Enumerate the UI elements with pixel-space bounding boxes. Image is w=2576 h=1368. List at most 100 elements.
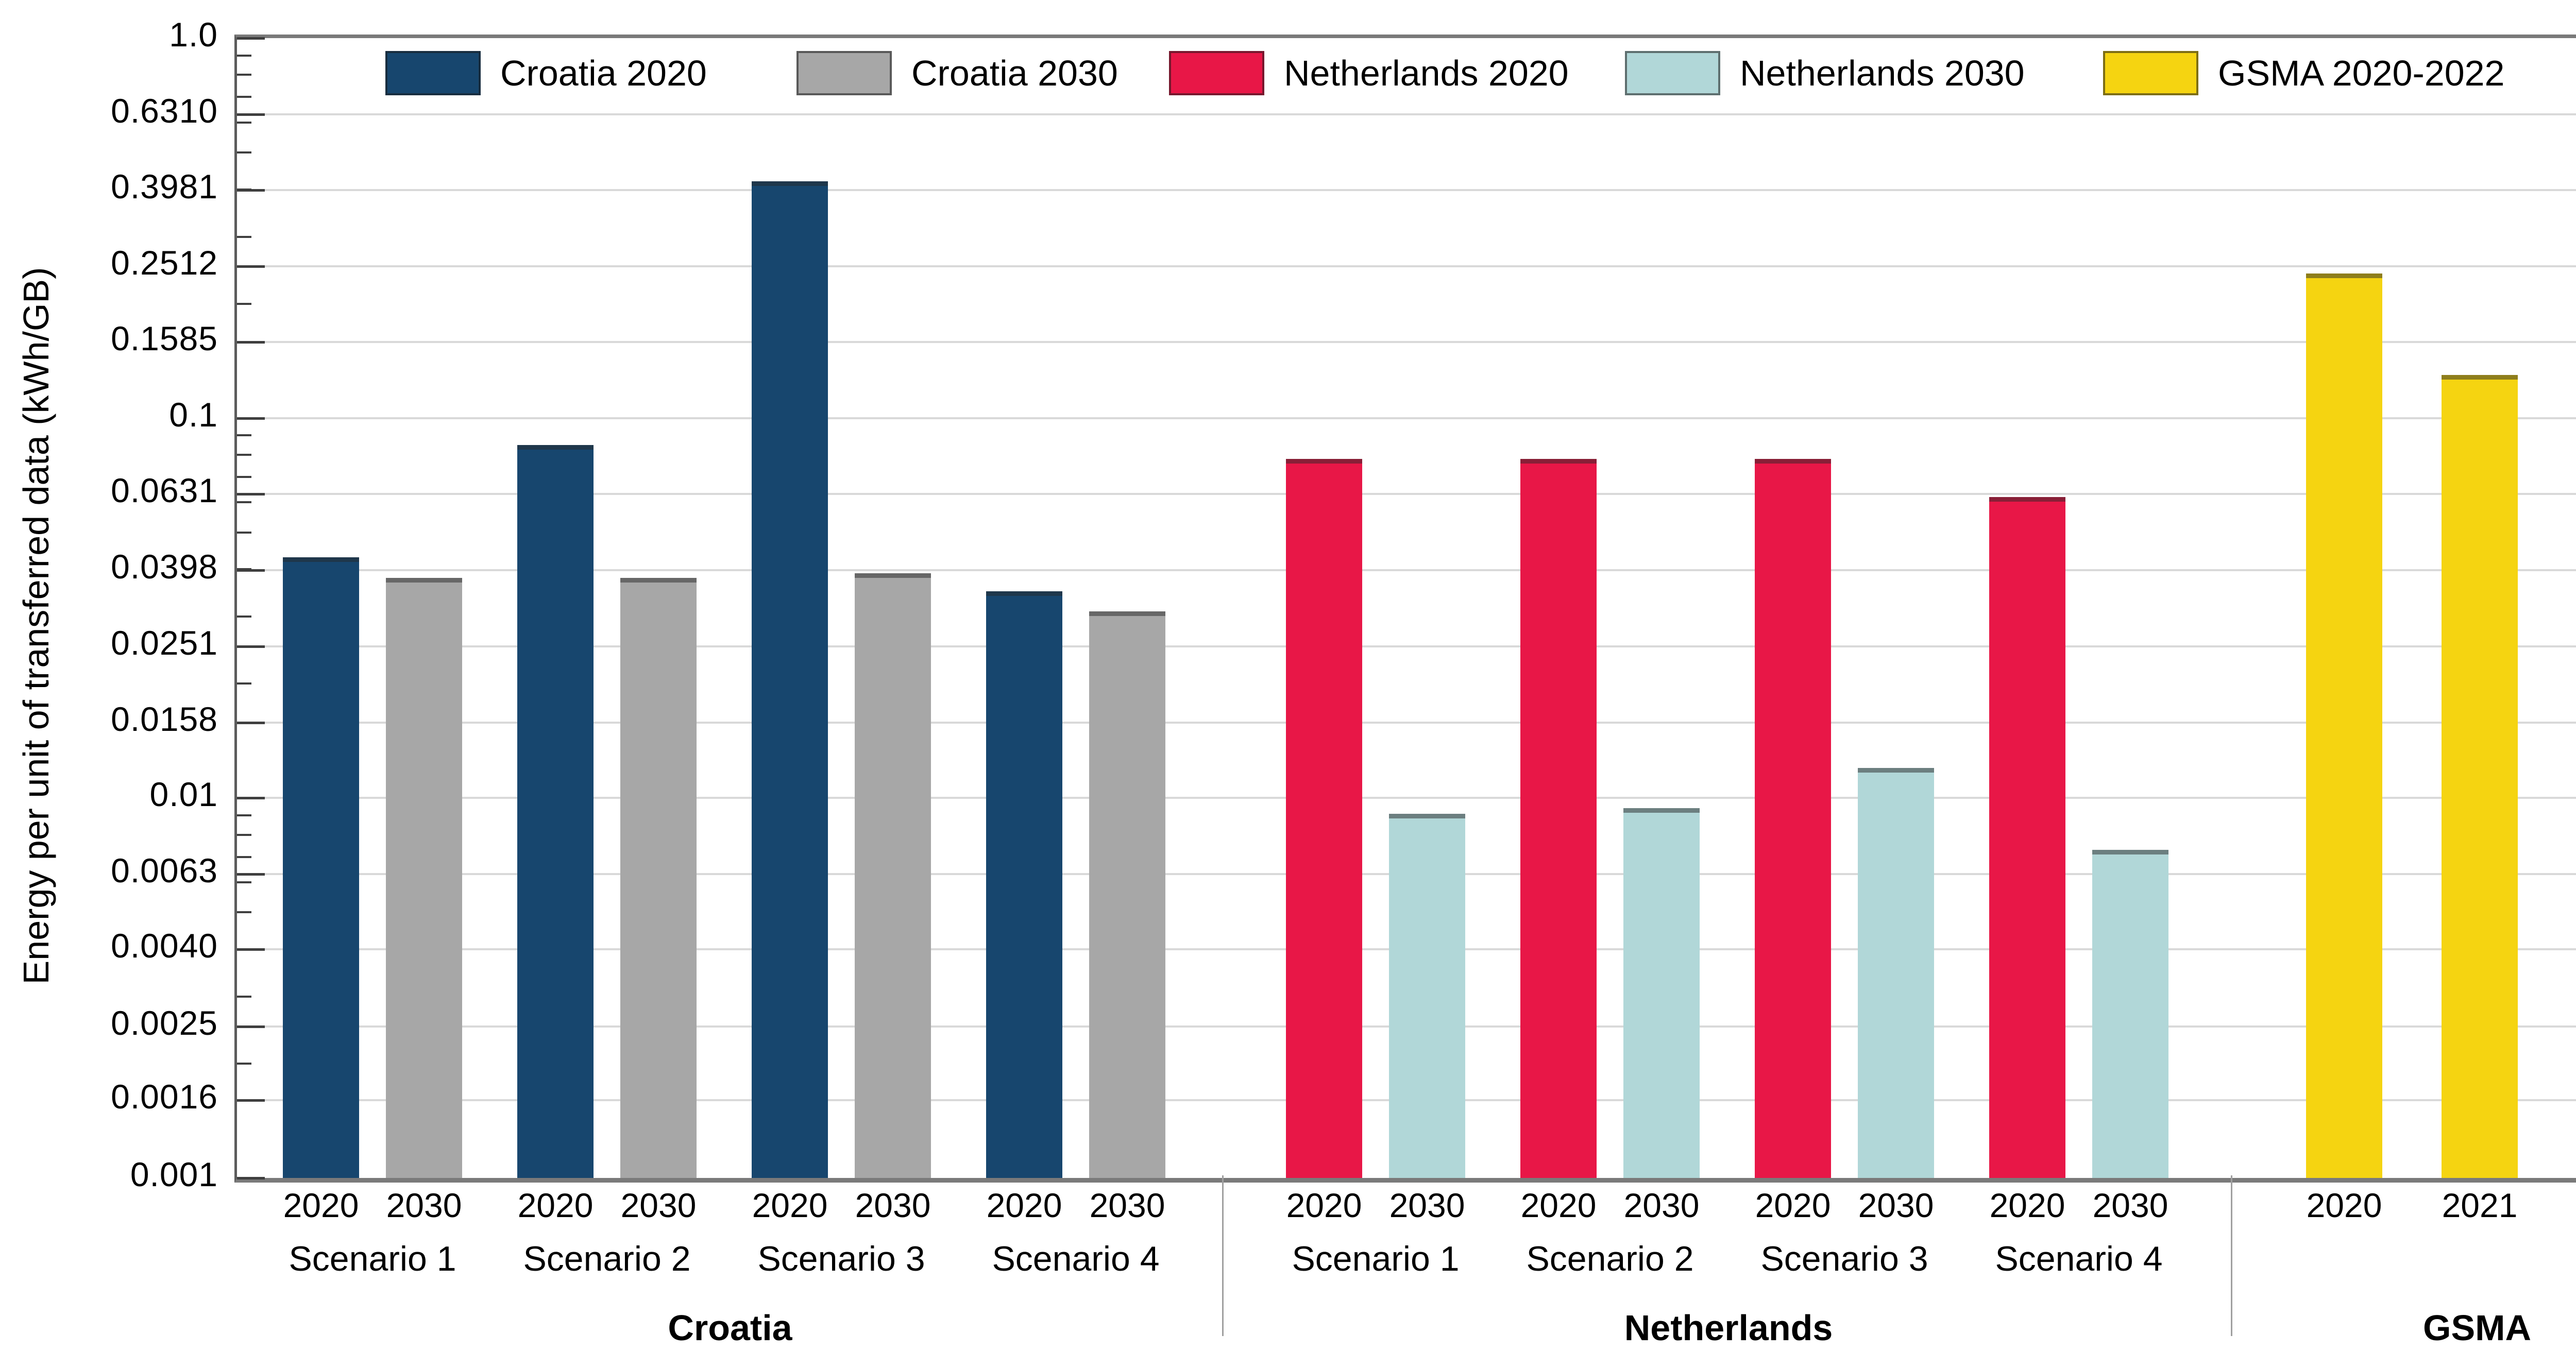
scenario-label: Scenario 4 — [1995, 1239, 2163, 1278]
bar-croatia-2020-scenario-3 — [752, 181, 828, 1178]
bar-croatia-2030-scenario-4 — [1089, 611, 1165, 1178]
y-axis-minor-tick — [237, 996, 251, 998]
bar-netherlands-2020-scenario-4 — [1989, 497, 2065, 1178]
y-axis-minor-tick — [237, 568, 251, 571]
gridline — [237, 493, 2576, 495]
y-axis-minor-tick — [237, 434, 251, 437]
x-tick-year-label: 2020 — [517, 1186, 594, 1224]
group-label-croatia: Croatia — [668, 1308, 792, 1348]
y-axis-major-tick — [237, 417, 265, 420]
y-tick-label: 0.3981 — [111, 167, 218, 206]
bar-croatia-2030-scenario-1 — [386, 577, 462, 1178]
scenario-label: Scenario 2 — [523, 1239, 691, 1278]
group-label-gsma: GSMA — [2423, 1308, 2531, 1348]
legend-swatch — [1169, 51, 1264, 95]
y-tick-label: 0.001 — [130, 1155, 218, 1193]
y-axis-major-tick — [237, 341, 265, 344]
y-tick-label: 0.0158 — [111, 699, 218, 738]
x-tick-year-label: 2030 — [1389, 1186, 1465, 1224]
y-axis-minor-tick — [237, 615, 251, 618]
y-axis-minor-tick — [237, 188, 251, 191]
bar-croatia-2020-scenario-4 — [986, 591, 1062, 1178]
scenario-label: Scenario 1 — [289, 1239, 456, 1278]
y-axis-minor-tick — [237, 454, 251, 456]
y-axis-major-tick — [237, 113, 265, 116]
x-tick-year-label: 2030 — [1089, 1186, 1165, 1224]
y-axis-major-tick — [237, 645, 265, 648]
x-tick-year-label: 2020 — [1755, 1186, 1831, 1224]
y-tick-label: 0.0251 — [111, 623, 218, 662]
scenario-label: Scenario 3 — [757, 1239, 925, 1278]
legend-item-croatia-2030: Croatia 2030 — [796, 50, 1118, 96]
legend-swatch — [385, 51, 481, 95]
gridline — [237, 797, 2576, 799]
y-axis-minor-tick — [237, 1062, 251, 1065]
legend-label: Netherlands 2020 — [1284, 53, 1569, 93]
scenario-label: Scenario 2 — [1526, 1239, 1694, 1278]
y-tick-label: 0.0025 — [111, 1004, 218, 1042]
y-axis-minor-tick — [237, 501, 251, 504]
legend-swatch — [796, 51, 892, 95]
x-tick-year-label: 2020 — [283, 1186, 359, 1224]
y-axis-minor-tick — [237, 814, 251, 817]
y-tick-label: 0.1 — [169, 395, 218, 434]
gridline — [237, 721, 2576, 724]
scenario-label: Scenario 3 — [1760, 1239, 1928, 1278]
y-axis-major-tick — [237, 189, 265, 192]
y-tick-label: 0.6310 — [111, 91, 218, 130]
bar-croatia-2020-scenario-1 — [283, 557, 359, 1178]
y-tick-label: 0.0631 — [111, 471, 218, 510]
bar-croatia-2020-scenario-2 — [517, 444, 594, 1178]
y-axis-major-tick — [237, 721, 265, 724]
gridline — [237, 113, 2576, 115]
gridline — [237, 189, 2576, 192]
legend-label: GSMA 2020-2022 — [2218, 53, 2505, 93]
legend-swatch — [1625, 51, 1720, 95]
gridline — [237, 569, 2576, 571]
y-axis-minor-tick — [237, 911, 251, 914]
y-tick-label: 0.1585 — [111, 319, 218, 358]
bar-netherlands-2020-scenario-2 — [1520, 459, 1597, 1178]
y-axis-major-tick — [237, 873, 265, 876]
bar-croatia-2030-scenario-2 — [620, 577, 697, 1178]
x-tick-year-label: 2020 — [1989, 1186, 2065, 1224]
bar-netherlands-2020-scenario-3 — [1755, 459, 1831, 1178]
x-tick-year-label: 2020 — [1286, 1186, 1362, 1224]
y-axis-major-tick — [237, 1099, 265, 1102]
legend-item-croatia-2020: Croatia 2020 — [385, 50, 707, 96]
x-tick-year-label: 2030 — [855, 1186, 931, 1224]
y-tick-label: 0.0063 — [111, 851, 218, 890]
y-axis-major-tick — [237, 569, 265, 572]
y-tick-label: 0.2512 — [111, 243, 218, 282]
bar-netherlands-2030-scenario-2 — [1623, 808, 1700, 1178]
gridline — [237, 341, 2576, 344]
x-tick-year-label: 2030 — [1858, 1186, 1934, 1224]
x-tick-year-label: 2030 — [386, 1186, 462, 1224]
y-axis-major-tick — [237, 797, 265, 800]
group-separator — [1222, 1175, 1224, 1336]
legend-swatch — [2103, 51, 2198, 95]
gridline — [237, 417, 2576, 419]
y-axis-minor-tick — [237, 531, 251, 534]
x-tick-year-label: 2020 — [1520, 1186, 1597, 1224]
y-axis-minor-tick — [237, 833, 251, 836]
y-tick-label: 1.0 — [169, 15, 218, 54]
bar-netherlands-2030-scenario-4 — [2092, 850, 2168, 1178]
scenario-label: Scenario 4 — [992, 1239, 1160, 1278]
x-tick-year-label: 2030 — [2092, 1186, 2168, 1224]
y-axis-minor-tick — [237, 475, 251, 478]
legend-item-gsma-2020-2022: GSMA 2020-2022 — [2103, 50, 2504, 96]
gridline — [237, 265, 2576, 267]
y-axis-minor-tick — [237, 302, 251, 305]
y-axis-minor-tick — [237, 856, 251, 858]
y-axis-major-tick — [237, 1025, 265, 1029]
bar-gsma-2020-2022-2020 — [2306, 273, 2382, 1178]
group-label-netherlands: Netherlands — [1624, 1308, 1833, 1348]
y-axis-minor-tick — [237, 948, 251, 950]
y-tick-label: 0.01 — [149, 775, 218, 814]
bar-netherlands-2030-scenario-1 — [1389, 813, 1465, 1178]
y-axis-minor-tick — [237, 96, 251, 98]
gridline — [237, 645, 2576, 647]
y-axis-minor-tick — [237, 121, 251, 124]
